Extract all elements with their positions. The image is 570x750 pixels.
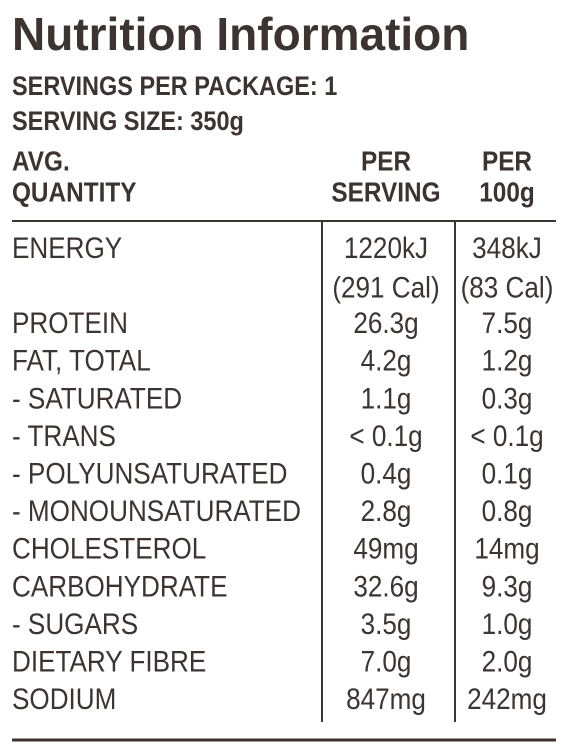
nutrient-value: 7.0g (361, 645, 412, 678)
nutrient-label: SODIUM (12, 682, 116, 715)
nutrient-value: 847mg (346, 682, 426, 715)
title: Nutrition Information (12, 8, 469, 60)
nutrient-value: < 0.1g (349, 419, 422, 452)
nutrient-value: 1.2g (482, 344, 533, 377)
nutrient-label: CHOLESTEROL (12, 532, 206, 565)
column-header: SERVING (331, 176, 440, 208)
nutrient-value: 2.0g (482, 645, 533, 678)
servings-per-package: SERVINGS PER PACKAGE: 1 (12, 72, 337, 102)
nutrient-label: PROTEIN (12, 306, 128, 339)
nutrient-value: 0.3g (482, 382, 533, 415)
nutrient-label: ENERGY (12, 231, 122, 264)
nutrient-label: - SATURATED (12, 382, 182, 415)
nutrient-value: 2.8g (361, 494, 412, 527)
text-group: SERVINGS PER PACKAGE: 1 SERVING SIZE: 35… (12, 72, 553, 716)
column-header: PER (361, 145, 411, 177)
nutrient-value: 3.5g (361, 607, 412, 640)
serving-size: SERVING SIZE: 350g (12, 107, 244, 137)
nutrient-value: 26.3g (353, 306, 418, 339)
column-header: PER (482, 145, 532, 177)
nutrient-value: 9.3g (482, 570, 533, 603)
nutrient-value: 4.2g (361, 344, 412, 377)
nutrient-value: 1220kJ (344, 231, 428, 264)
nutrient-label: FAT, TOTAL (12, 344, 151, 377)
nutrient-label: - SUGARS (12, 607, 138, 640)
column-header: AVG. (12, 145, 70, 177)
nutrient-label: - TRANS (12, 419, 116, 452)
nutrient-value: 7.5g (482, 306, 533, 339)
column-header: QUANTITY (12, 176, 137, 208)
nutrient-value: < 0.1g (470, 419, 543, 452)
nutrient-label: - MONOUNSATURATED (12, 494, 301, 527)
nutrient-value: 49mg (353, 532, 418, 565)
nutrient-value: 32.6g (353, 570, 418, 603)
nutrient-value: 1.1g (361, 382, 412, 415)
nutrient-value: (291 Cal) (332, 271, 439, 304)
nutrient-value: 0.1g (482, 457, 533, 490)
nutrient-label: - POLYUNSATURATED (12, 457, 287, 490)
nutrient-value: 0.8g (482, 494, 533, 527)
nutrient-label: DIETARY FIBRE (12, 645, 206, 678)
nutrient-value: 0.4g (361, 457, 412, 490)
nutrient-value: 348kJ (472, 231, 542, 264)
nutrient-value: 14mg (474, 532, 539, 565)
column-header: 100g (479, 176, 535, 208)
nutrient-label: CARBOHYDRATE (12, 570, 228, 603)
nutrient-value: 242mg (467, 682, 547, 715)
nutrient-value: 1.0g (482, 607, 533, 640)
nutrient-value: (83 Cal) (461, 271, 554, 304)
